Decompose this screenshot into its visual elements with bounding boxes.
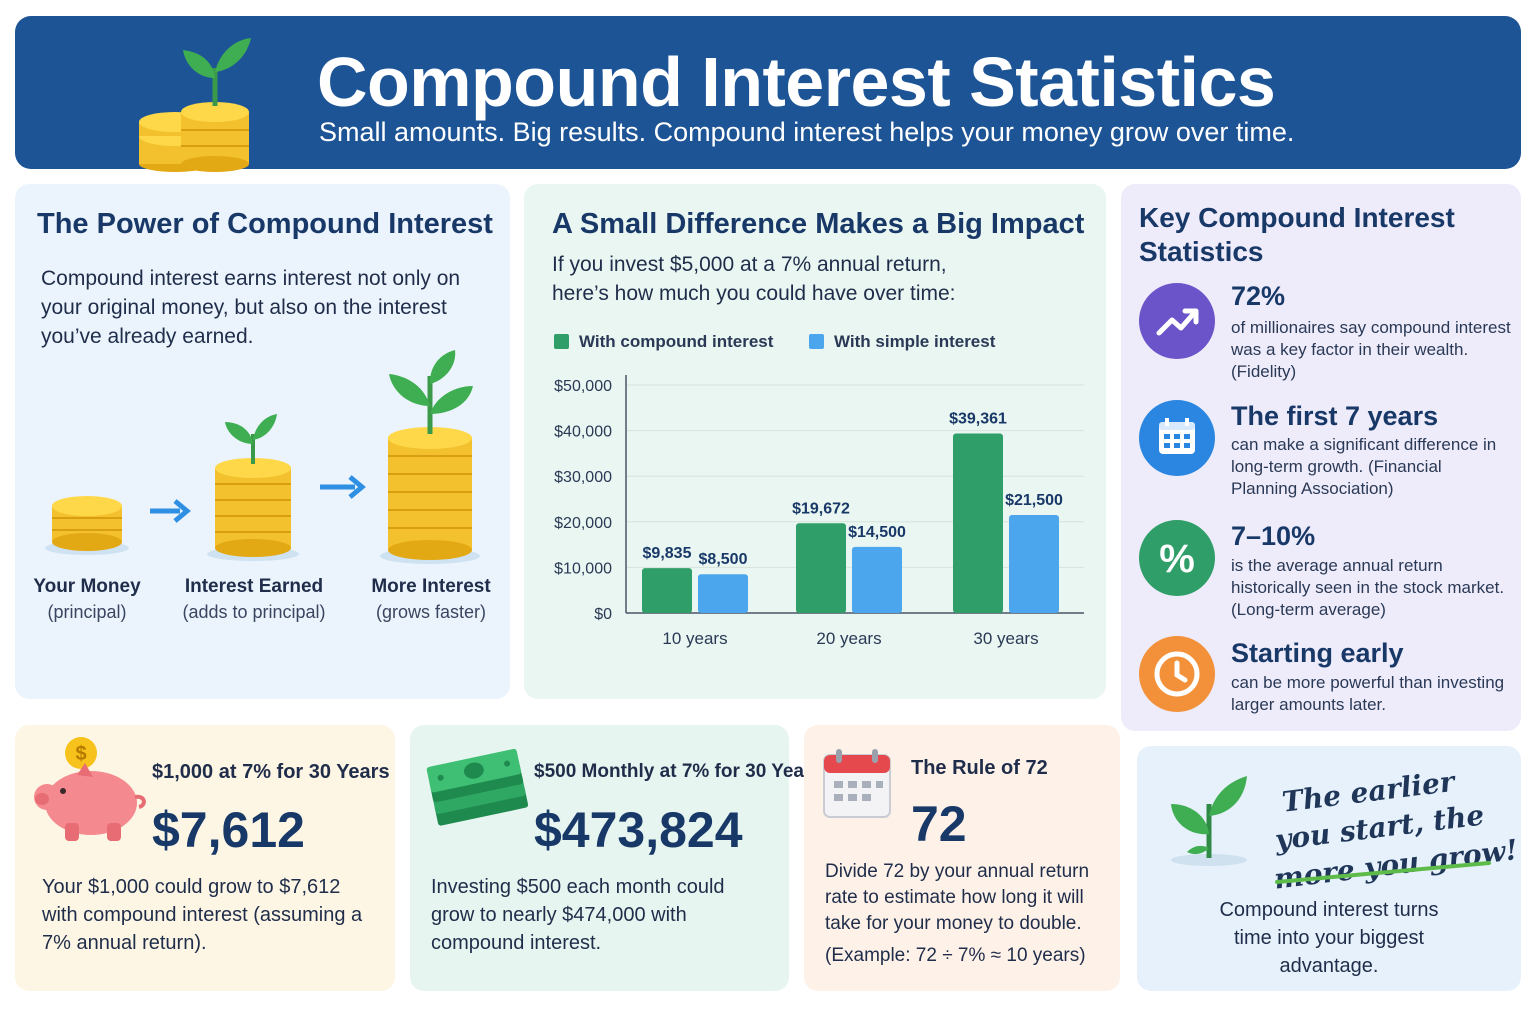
coin-dollar-symbol: $ (75, 743, 86, 765)
card-72-text: Divide 72 by your annual return rate to … (825, 861, 1090, 934)
svg-text:%: % (1159, 537, 1195, 581)
stage-label-more-interest: More Interest (371, 576, 491, 597)
money-stack-icon (426, 748, 529, 826)
legend-simple: With simple interest (809, 332, 995, 352)
coin-stack-small-icon (45, 496, 129, 555)
bar-data-label: $19,672 (792, 500, 850, 517)
page-subtitle: Small amounts. Big results. Compound int… (319, 117, 1295, 147)
power-title: The Power of Compound Interest (37, 208, 493, 240)
stage-label-principal: Your Money (33, 576, 141, 597)
header-banner: Compound Interest Statistics Small amoun… (15, 16, 1521, 172)
x-tick-label: 20 years (816, 629, 881, 648)
stat-text-average-return: is the average annual return historicall… (1231, 556, 1505, 619)
piggy-bank-icon: $ (34, 737, 146, 841)
chart-card-subtitle-1: If you invest $5,000 at a 7% annual retu… (552, 253, 947, 276)
bar-simple (698, 574, 748, 613)
card-500-monthly: $500 Monthly at 7% for 30 Years $473,824… (410, 725, 822, 991)
stage-label-interest: Interest Earned (184, 576, 324, 597)
bar-data-label: $9,835 (643, 545, 692, 562)
sprout-icon (1171, 776, 1247, 866)
bar-compound (642, 568, 692, 613)
stats-card: Key Compound Interest Statistics 72% of … (1121, 184, 1521, 731)
stage-sub-more-interest: (grows faster) (375, 602, 487, 622)
legend-label-simple: With simple interest (834, 332, 996, 351)
x-tick-label: 10 years (662, 629, 727, 648)
y-tick-label: $0 (594, 606, 612, 623)
stat-head-starting-early: Starting early (1231, 638, 1404, 668)
arrow-right-icon (320, 475, 366, 499)
legend-compound: With compound interest (554, 332, 773, 352)
stats-title-1: Key Compound Interest (1139, 202, 1455, 233)
bar-simple (852, 546, 902, 613)
card-500-title: $500 Monthly at 7% for 30 Years (534, 761, 822, 782)
y-tick-label: $10,000 (554, 560, 612, 577)
card-start-early: The earlier you start, the more you grow… (1137, 746, 1521, 991)
legend-label-compound: With compound interest (579, 332, 774, 351)
card-72-example: (Example: 72 ÷ 7% ≈ 10 years) (825, 945, 1086, 966)
card-1000-text: Your $1,000 could grow to $7,612 with co… (42, 876, 363, 954)
slogan-underline (1275, 861, 1491, 884)
y-tick-label: $20,000 (554, 515, 612, 532)
coin-stack-plant-icon (380, 350, 480, 564)
bar-chart: $0 $10,000 $20,000 $30,000 $40,000 $50,000 $9,… (554, 375, 1084, 648)
trend-up-icon (1139, 283, 1215, 359)
card-500-text: Investing $500 each month could grow to … (431, 876, 725, 954)
card-1000-title: $1,000 at 7% for 30 Years (152, 761, 390, 783)
coin-stack-sprout-icon (207, 414, 299, 561)
page-title: Compound Interest Statistics (317, 43, 1276, 121)
chart-card-title: A Small Difference Makes a Big Impact (552, 208, 1085, 240)
stat-text-starting-early: can be more powerful than investing larg… (1231, 673, 1505, 714)
power-body: Compound interest earns interest not onl… (41, 267, 461, 348)
stat-head-millionaires: 72% (1231, 281, 1286, 311)
calendar-icon (823, 749, 891, 818)
legend-swatch-compound (554, 334, 569, 349)
legend-swatch-simple (809, 334, 824, 349)
calendar-icon (1139, 400, 1215, 476)
chart-card-subtitle-2: here’s how much you could have over time… (552, 282, 956, 305)
stage-sub-interest: (adds to principal) (182, 602, 326, 622)
card-500-value: $473,824 (534, 802, 743, 858)
chart-card: A Small Difference Makes a Big Impact If… (524, 184, 1106, 699)
plant-coins-icon (139, 38, 251, 172)
card-1000-lump-sum: $ $1,000 at 7% for 30 Years $7,612 Your … (15, 725, 395, 991)
bar-data-label: $39,361 (949, 411, 1007, 428)
bar-data-label: $14,500 (848, 524, 906, 541)
y-tick-label: $50,000 (554, 378, 612, 395)
percent-icon: % (1139, 520, 1215, 596)
power-card: The Power of Compound Interest Compound … (15, 184, 510, 699)
y-tick-label: $30,000 (554, 469, 612, 486)
bar-data-label: $8,500 (699, 551, 748, 568)
bar-data-label: $21,500 (1005, 492, 1063, 509)
card-1000-value: $7,612 (152, 802, 305, 858)
card-early-text: Compound interest turns time into your b… (1219, 899, 1439, 977)
y-tick-label: $40,000 (554, 424, 612, 441)
bar-compound (796, 523, 846, 613)
stat-text-first-7-years: can make a significant difference in lon… (1231, 435, 1497, 498)
card-72-value: 72 (911, 796, 967, 852)
stat-text-millionaires: of millionaires say compound interest wa… (1231, 318, 1511, 381)
bar-simple (1009, 514, 1059, 613)
stage-sub-principal: (principal) (47, 602, 127, 622)
bar-compound (953, 433, 1003, 613)
x-tick-label: 30 years (973, 629, 1038, 648)
arrow-right-icon (150, 499, 191, 523)
card-72-title: The Rule of 72 (911, 757, 1048, 779)
stat-head-average-return: 7–10% (1231, 521, 1316, 551)
card-rule-of-72: The Rule of 72 72 Divide 72 by your annu… (804, 725, 1120, 991)
growth-stages-illustration (45, 350, 480, 564)
stat-head-first-7-years: The first 7 years (1231, 401, 1439, 431)
stats-title-2: Statistics (1139, 236, 1264, 267)
clock-icon (1139, 636, 1215, 712)
